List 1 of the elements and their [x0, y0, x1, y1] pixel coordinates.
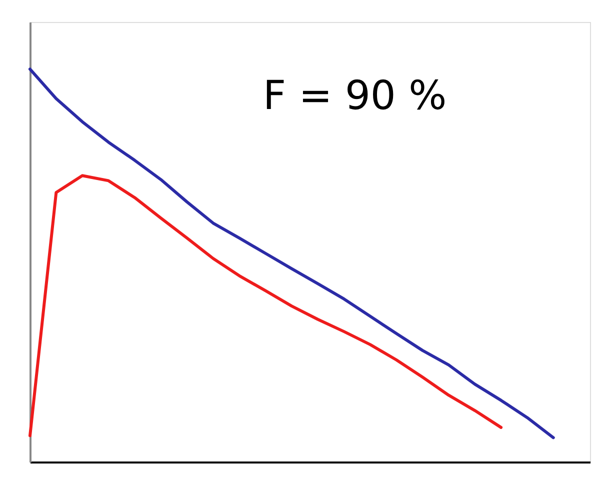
- annotation: F = 90 %: [263, 72, 447, 119]
